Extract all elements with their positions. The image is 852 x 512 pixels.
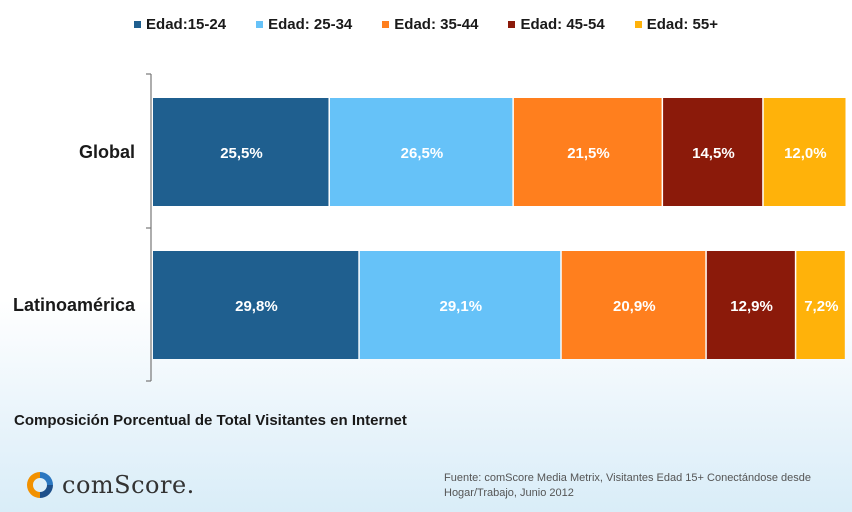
- chart-title: Composición Porcentual de Total Visitant…: [14, 412, 407, 429]
- legend-label: Edad: 45-54: [520, 16, 605, 33]
- bar-segment: [706, 251, 795, 359]
- data-label: 12,0%: [784, 145, 827, 162]
- category-label: Latinoamérica: [13, 295, 136, 315]
- data-label: 7,2%: [804, 298, 838, 315]
- bar-segment: [153, 251, 359, 359]
- legend-label: Edad: 55+: [646, 16, 718, 33]
- chart-legend: Edad:15-24 Edad: 25-34 Edad: 35-44 Edad: 45…: [0, 16, 852, 33]
- category-label: Global: [79, 142, 135, 162]
- data-label: 12,9%: [730, 298, 773, 315]
- bar-segment: [561, 251, 706, 359]
- source-note: Fuente: comScore Media Metrix, Visitante…: [444, 472, 811, 499]
- bar-segment: [153, 98, 329, 206]
- legend-swatch: [634, 21, 642, 28]
- bar-segment: [796, 251, 845, 359]
- data-label: 26,5%: [401, 145, 444, 162]
- legend-swatch: [134, 21, 142, 28]
- legend-label: Edad:15-24: [146, 16, 227, 33]
- data-label: 29,8%: [235, 298, 278, 315]
- data-label: 29,1%: [440, 298, 483, 315]
- data-label: 14,5%: [692, 145, 735, 162]
- bar-segment: [663, 98, 763, 206]
- legend-item: Edad: 25-34: [256, 16, 352, 33]
- bar-segment: [763, 98, 846, 206]
- bar-segment: [513, 98, 662, 206]
- legend-swatch: [382, 21, 390, 28]
- legend-item: Edad: 35-44: [382, 16, 478, 33]
- data-label: 21,5%: [567, 145, 610, 162]
- legend-label: Edad: 25-34: [268, 16, 353, 33]
- comscore-logo-icon: [27, 472, 53, 498]
- legend-swatch: [256, 21, 264, 28]
- comscore-logo: comScore.: [26, 470, 195, 500]
- legend-item: Edad: 55+: [634, 16, 718, 33]
- legend-item: Edad:15-24: [134, 16, 226, 33]
- data-label: 25,5%: [220, 145, 263, 162]
- bar-segment: [329, 98, 513, 206]
- stacked-bar-chart: Global 25,5% 26,5% 21,5% 14,5% 12,0% Latinoamé…: [13, 73, 846, 382]
- legend-label: Edad: 35-44: [394, 16, 479, 33]
- comscore-logo-text: comScore.: [62, 471, 195, 499]
- data-label: 20,9%: [613, 298, 656, 315]
- legend-item: Edad: 45-54: [508, 16, 605, 33]
- bar-segment: [359, 251, 561, 359]
- legend-swatch: [508, 21, 516, 28]
